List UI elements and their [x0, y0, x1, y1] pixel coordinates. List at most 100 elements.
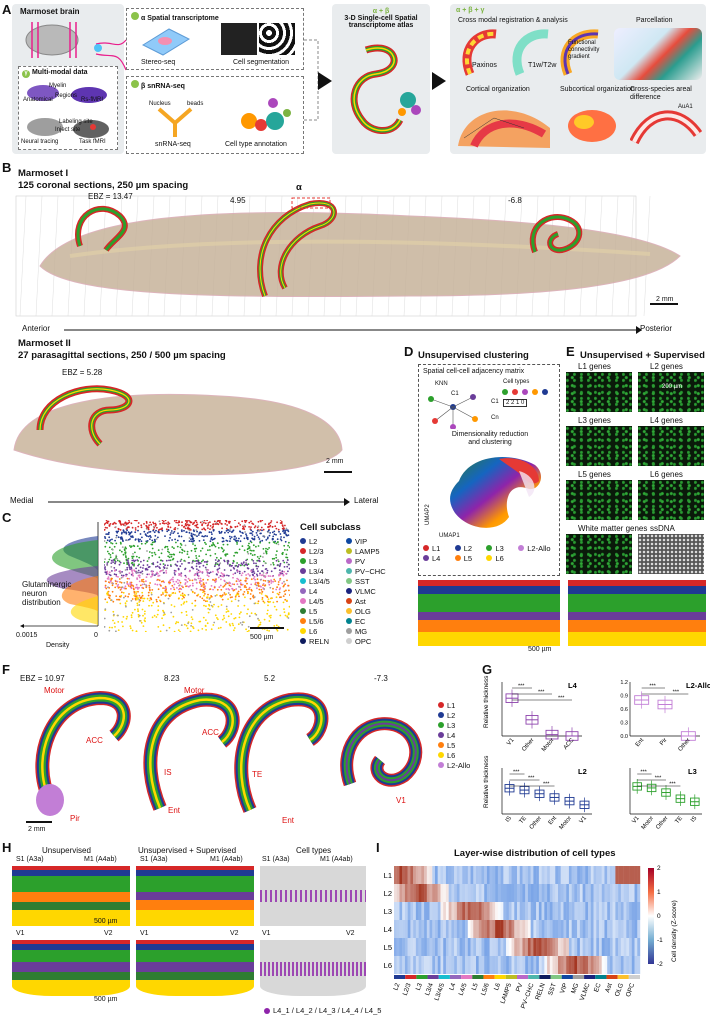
heatmap-cell	[476, 920, 479, 938]
scatter-cell	[149, 597, 152, 599]
scatter-cell	[139, 533, 142, 535]
scatter-cell	[232, 576, 234, 579]
scatter-cell	[202, 582, 205, 584]
scatter-cell	[183, 529, 185, 532]
heatmap-cell	[421, 956, 425, 974]
scatter-cell	[229, 528, 232, 530]
scatter-cell	[277, 583, 280, 586]
heatmap-cell	[410, 902, 414, 920]
scatter-cell	[225, 611, 228, 613]
heatmap-cell	[563, 956, 567, 974]
heatmap-cell	[448, 884, 452, 902]
scatter-cell	[191, 602, 194, 605]
arrow-icon-1	[318, 72, 332, 90]
scatter-cell	[208, 608, 211, 611]
heatmap-cell	[609, 956, 613, 974]
scatter-cell	[121, 586, 124, 589]
scatter-cell	[194, 534, 197, 537]
cortical-org-label: Cortical organization	[466, 86, 530, 93]
cellseg-image-1	[221, 23, 257, 55]
scatter-cell	[178, 572, 180, 575]
scatter-cell	[146, 597, 149, 600]
heatmap-col-label: L3/4/5	[433, 982, 446, 1002]
scatter-cell	[212, 538, 215, 541]
scatter-cell	[242, 562, 245, 564]
scatter-cell	[188, 537, 191, 539]
scatter-cell	[201, 524, 203, 527]
scatter-cell	[257, 520, 260, 523]
scatter-cell	[250, 520, 252, 523]
scatter-cell	[278, 569, 281, 571]
scatter-cell	[183, 601, 186, 604]
scatter-cell	[193, 539, 195, 542]
scatter-cell	[284, 614, 287, 617]
scatter-cell	[146, 528, 148, 530]
scatter-cell	[277, 560, 280, 563]
scatter-cell	[238, 580, 241, 583]
heatmap-cell	[514, 956, 518, 974]
scatter-cell	[225, 520, 228, 523]
heatmap-cell	[435, 884, 438, 902]
heatmap-cell	[563, 866, 567, 884]
heatmap-cell	[484, 956, 488, 974]
heatmap-cell	[404, 956, 408, 974]
scatter-cell	[277, 581, 280, 583]
scatter-cell	[149, 538, 151, 540]
scatter-cell	[228, 623, 231, 625]
heatmap-cell	[596, 866, 600, 884]
scatter-cell	[226, 561, 229, 564]
scatter-cell	[108, 581, 110, 584]
scatter-cell	[108, 536, 111, 539]
scatter-cell	[131, 598, 134, 600]
scatter-cell	[231, 596, 233, 598]
scatter-cell	[134, 529, 137, 531]
heatmap-cell	[506, 902, 509, 920]
heatmap-cell	[484, 884, 488, 902]
scatter-cell	[272, 538, 274, 540]
scatter-cell	[246, 612, 249, 615]
scatter-cell	[112, 619, 114, 622]
scatter-cell	[156, 613, 159, 616]
heatmap-cell	[519, 956, 523, 974]
scatter-cell	[164, 520, 167, 522]
heatmap-cell	[454, 920, 458, 938]
scatter-cell	[258, 557, 261, 560]
scatter-cell	[167, 550, 169, 553]
scatter-cell	[228, 535, 231, 538]
scatter-cell	[138, 576, 141, 579]
scatter-cell	[197, 593, 200, 596]
heatmap-cell	[536, 866, 540, 884]
scatter-cell	[135, 583, 138, 586]
heatmap-cell	[527, 866, 531, 884]
scale-b2: 2 mm	[326, 458, 344, 465]
scatter-cell	[115, 630, 117, 632]
scatter-cell	[288, 605, 290, 608]
heatmap-cell	[443, 938, 447, 956]
scatter-cell	[279, 522, 282, 524]
multimodal-num: γ	[22, 70, 30, 78]
scatter-cell	[273, 567, 276, 570]
scatter-cell	[214, 595, 217, 597]
scatter-cell	[236, 562, 239, 564]
heatmap-cell	[560, 884, 564, 902]
heatmap-cell	[435, 920, 438, 938]
scatter-cell	[223, 580, 226, 583]
scatter-cell	[257, 617, 259, 620]
scatter-cell	[175, 541, 177, 544]
scatter-cell	[234, 526, 237, 528]
subclass-legend-item: PV	[346, 556, 386, 566]
scatter-cell	[180, 611, 183, 614]
scatter-cell	[133, 594, 136, 597]
scatter-cell	[198, 555, 201, 557]
scatter-cell	[201, 571, 204, 573]
scatter-cell	[125, 532, 128, 535]
scatter-cell	[189, 521, 192, 524]
scatter-cell	[279, 587, 281, 589]
heatmap-cell	[424, 956, 427, 974]
heatmap-group-bar	[528, 975, 540, 979]
scatter-cell	[131, 563, 134, 566]
heatmap-cell	[631, 956, 635, 974]
scatter-cell	[130, 599, 133, 602]
heatmap-cell	[402, 902, 406, 920]
scatter-cell	[285, 553, 288, 556]
